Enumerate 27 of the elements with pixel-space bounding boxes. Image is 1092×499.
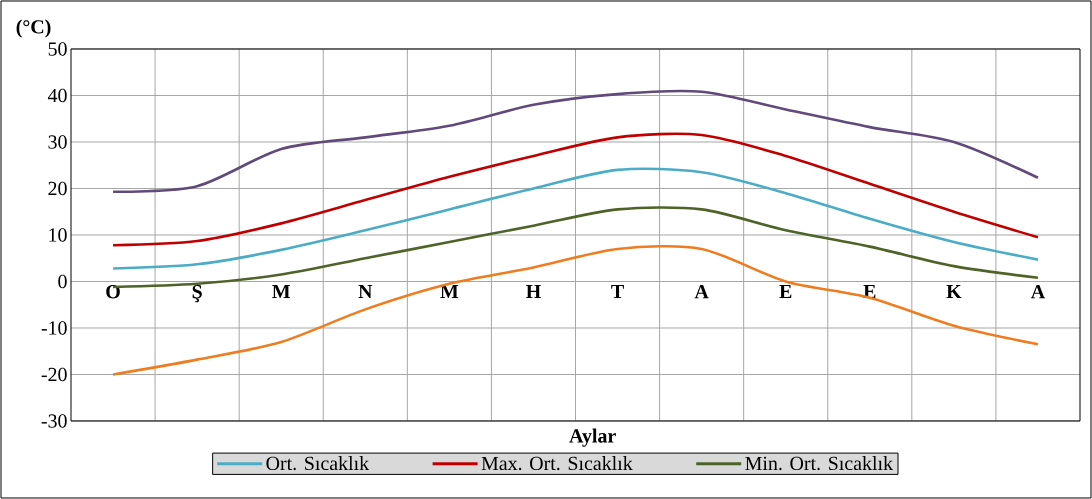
legend-label: Min. Ort. Sıcaklık — [745, 456, 894, 471]
x-tick-label: M — [440, 285, 459, 299]
x-tick-label: A — [694, 285, 709, 299]
y-tick-label: 10 — [49, 228, 67, 242]
legend-label: Max. Ort. Sıcaklık — [481, 456, 633, 471]
x-tick-label: N — [358, 285, 373, 299]
y-tick-label: 20 — [48, 181, 67, 196]
x-tick-label: H — [526, 285, 541, 299]
y-tick-label: -30 — [41, 414, 67, 428]
line-series — [111, 132, 1040, 247]
x-tick-label: Ş — [192, 285, 202, 303]
x-tick-label: K — [946, 285, 962, 299]
x-tick-label: A — [1030, 285, 1045, 299]
line-series — [111, 89, 1040, 194]
y-axis-title: (°C) — [16, 19, 51, 38]
x-tick-label: M — [272, 285, 291, 299]
y-tick-label: 40 — [47, 88, 67, 103]
line-series — [111, 167, 1040, 270]
y-tick-label: 50 — [48, 42, 67, 56]
x-tick-label: E — [779, 285, 792, 299]
y-tick-label: 0 — [58, 274, 67, 289]
y-tick-label: -20 — [41, 367, 67, 382]
legend-label: Ort. Sıcaklık — [266, 456, 370, 471]
y-tick-label: -10 — [41, 321, 67, 335]
y-tick-label: 30 — [48, 135, 67, 149]
x-axis-title: Aylar — [569, 428, 616, 447]
x-tick-label: T — [611, 285, 624, 299]
